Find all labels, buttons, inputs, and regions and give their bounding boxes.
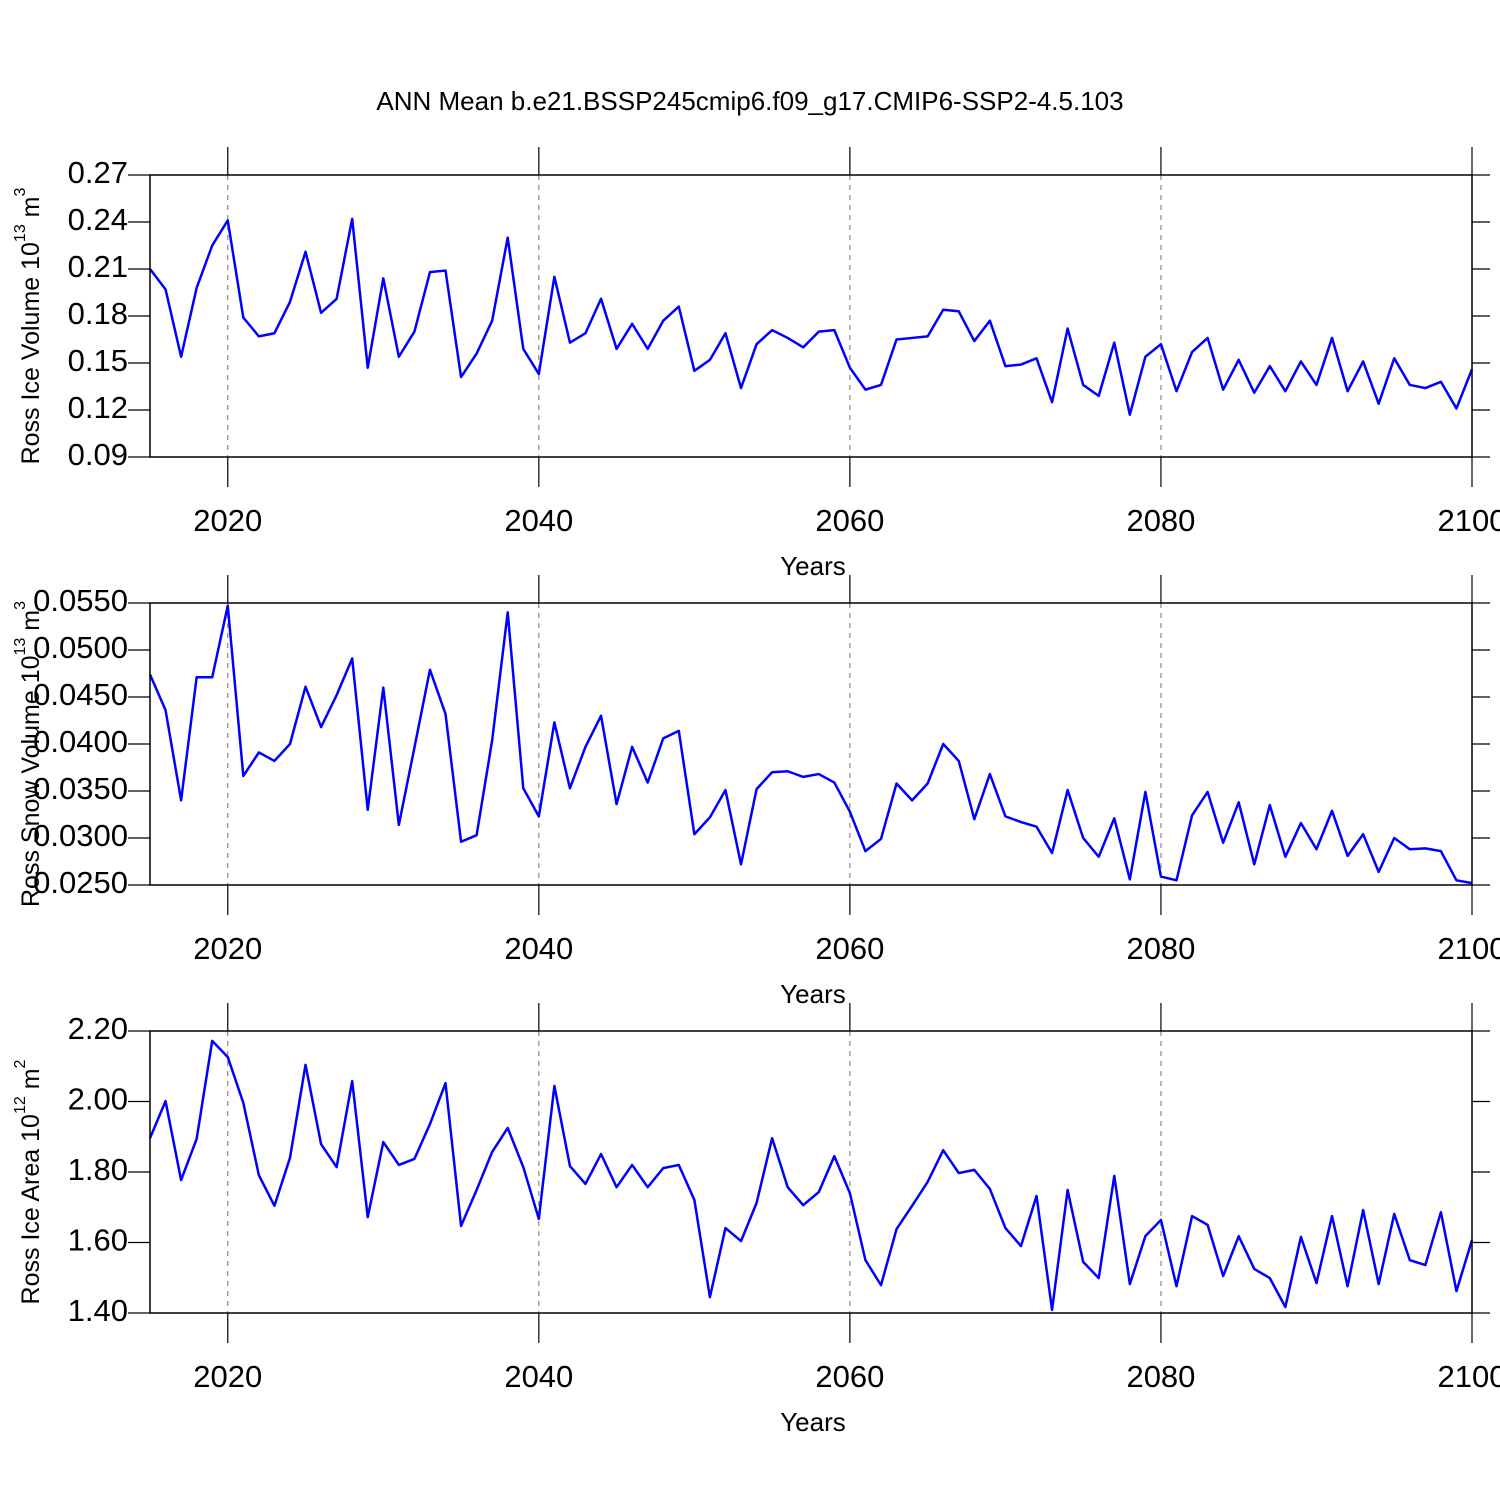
y-tick-label: 0.24 [68,202,128,237]
x-tick-label: 2040 [504,931,573,966]
x-tick-label: 2040 [504,503,573,538]
y-axis-label-superscript: 3 [12,601,29,610]
y-tick-label: 0.18 [68,296,128,331]
x-tick-label: 2020 [193,931,262,966]
x-tick-label: 2020 [193,503,262,538]
y-tick-label: 0.0450 [33,677,128,712]
plot-frame [149,602,1473,886]
y-axis-label-part: m [17,1068,45,1096]
x-tick-label: 2100 [1438,503,1500,538]
y-tick-label: 0.0400 [33,724,128,759]
x-axis-label: Years [780,551,846,581]
y-axis-label-superscript: 3 [12,187,29,196]
y-axis-label-part: m [17,610,45,638]
y-tick-label: 0.27 [68,155,128,190]
y-tick-label: 0.0500 [33,630,128,665]
y-tick-label: 1.60 [68,1223,128,1258]
x-tick-label: 2080 [1126,503,1195,538]
y-axis-label-superscript: 13 [12,638,29,656]
chart-title: ANN Mean b.e21.BSSP245cmip6.f09_g17.CMIP… [376,86,1123,116]
y-tick-label: 2.20 [68,1011,128,1046]
y-axis-label-group: Ross Ice Area 1012 m2 [12,1059,44,1304]
y-tick-label: 0.0550 [33,583,128,618]
x-tick-label: 2080 [1126,1359,1195,1394]
x-tick-label: 2040 [504,1359,573,1394]
x-tick-label: 2100 [1438,931,1500,966]
y-axis-label: Ross Snow Volume 1013 m3 [12,601,44,907]
y-tick-label: 1.40 [68,1293,128,1328]
y-tick-label: 0.0350 [33,771,128,806]
y-axis-label-part: Ross Ice Volume 10 [17,242,45,464]
x-axis-label: Years [780,1407,846,1437]
y-axis-label-group: Ross Ice Volume 1013 m3 [12,187,44,464]
plot-frame [149,1030,1473,1314]
y-tick-label: 0.12 [68,390,128,425]
plot-frame [149,174,1473,458]
data-line [149,217,1474,416]
y-axis-label-superscript: 13 [12,224,29,242]
y-axis-label-group: Ross Snow Volume 1013 m3 [12,601,44,907]
x-axis-label: Years [780,979,846,1009]
y-tick-label: 1.80 [68,1152,128,1187]
y-tick-label: 0.09 [68,437,128,472]
x-tick-label: 2060 [815,1359,884,1394]
data-line [148,1039,1474,1312]
y-axis-label-superscript: 12 [12,1096,29,1114]
y-tick-label: 0.0300 [33,818,128,853]
y-tick-label: 2.00 [68,1082,128,1117]
x-tick-label: 2100 [1438,1359,1500,1394]
x-tick-label: 2020 [193,1359,262,1394]
y-axis-label-part: Ross Ice Area 10 [17,1114,45,1304]
y-tick-label: 0.15 [68,343,128,378]
y-axis-label: Ross Ice Area 1012 m2 [12,1059,44,1304]
x-tick-label: 2080 [1126,931,1195,966]
y-tick-label: 0.21 [68,249,128,284]
data-line [148,604,1473,885]
y-axis-label-part: m [17,196,45,224]
y-axis-label-superscript: 2 [12,1059,29,1068]
x-tick-label: 2060 [815,931,884,966]
y-axis-label-part: Ross Snow Volume 10 [17,655,45,907]
y-axis-label: Ross Ice Volume 1013 m3 [12,187,44,464]
y-tick-label: 0.0250 [33,865,128,900]
x-tick-label: 2060 [815,503,884,538]
